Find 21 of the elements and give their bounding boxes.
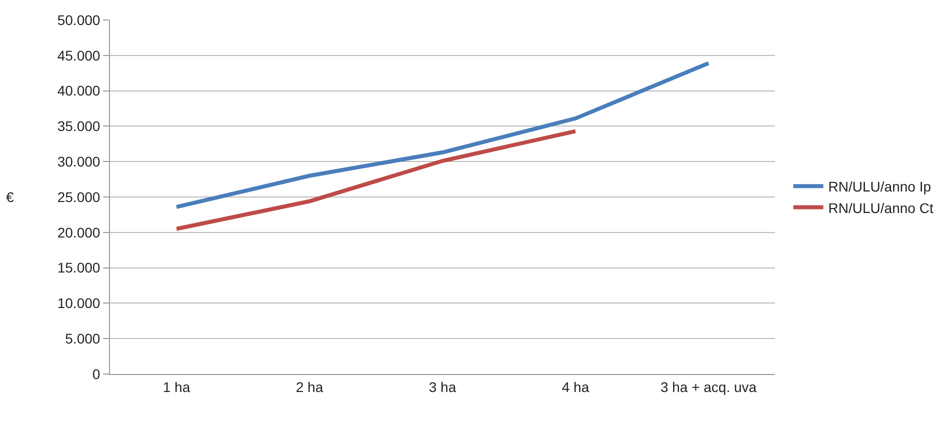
x-tick-label: 3 ha [428, 378, 456, 395]
y-tick-label: 5.000 [65, 330, 100, 346]
y-tick-label: 40.000 [57, 82, 100, 99]
legend-label: RN/ULU/anno Ct [828, 200, 934, 216]
y-axis-title: € [6, 189, 14, 205]
legend-label: RN/ULU/anno Ip [828, 178, 932, 195]
y-tick-label: 25.000 [57, 188, 100, 205]
y-tick-label: 35.000 [57, 118, 100, 134]
y-tick-label: 45.000 [57, 47, 100, 64]
y-tick-label: 50.000 [57, 12, 100, 28]
x-tick-label: 1 ha [162, 378, 190, 395]
y-tick-label: 20.000 [57, 224, 100, 240]
y-tick-label: 10.000 [57, 295, 100, 312]
y-tick-label: 0 [92, 366, 100, 382]
x-tick-label: 4 ha [562, 378, 590, 395]
line-series [174, 61, 710, 209]
line-series [174, 129, 578, 231]
y-tick-label: 30.000 [57, 154, 100, 170]
y-tick-label: 15.000 [57, 260, 100, 276]
x-tick-label: 3 ha + acq. uva [660, 378, 757, 395]
x-tick-label: 2 ha [296, 378, 324, 395]
